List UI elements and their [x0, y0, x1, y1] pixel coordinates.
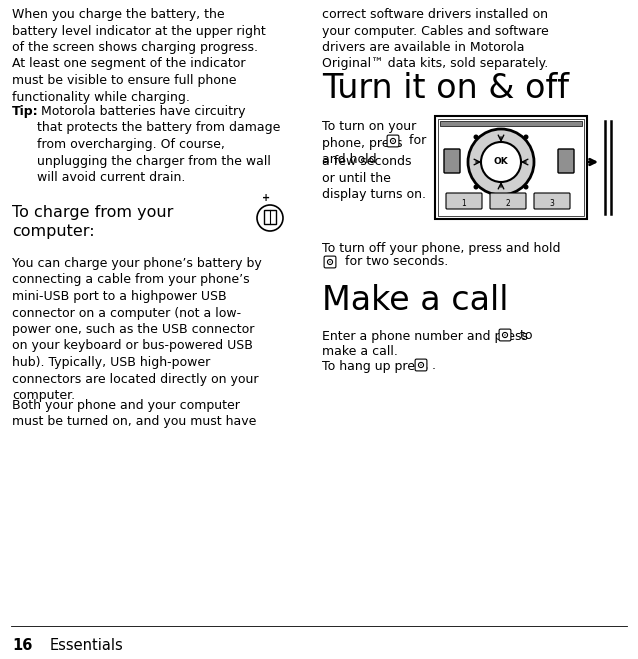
Text: Tip:: Tip: — [12, 105, 39, 118]
Text: OK: OK — [494, 158, 508, 167]
Text: To hang up press: To hang up press — [322, 360, 428, 373]
Text: for two seconds.: for two seconds. — [341, 255, 449, 268]
FancyBboxPatch shape — [558, 149, 574, 173]
Circle shape — [329, 262, 330, 263]
Text: When you charge the battery, the
battery level indicator at the upper right
of t: When you charge the battery, the battery… — [12, 8, 266, 103]
Text: Turn it on & off: Turn it on & off — [322, 72, 569, 105]
Text: Motorola batteries have circuitry
that protects the battery from damage
from ove: Motorola batteries have circuitry that p… — [37, 105, 280, 184]
Circle shape — [524, 134, 528, 140]
Text: 1: 1 — [462, 198, 466, 208]
Bar — [435, 116, 587, 219]
Circle shape — [473, 185, 478, 190]
Bar — [438, 119, 584, 216]
Text: 16: 16 — [12, 638, 33, 653]
Text: make a call.: make a call. — [322, 345, 398, 358]
FancyBboxPatch shape — [534, 193, 570, 209]
FancyBboxPatch shape — [415, 359, 427, 371]
Text: to: to — [516, 329, 533, 342]
Circle shape — [468, 129, 534, 195]
FancyBboxPatch shape — [446, 193, 482, 209]
Text: Make a call: Make a call — [322, 284, 508, 317]
FancyBboxPatch shape — [444, 149, 460, 173]
Text: +: + — [262, 193, 270, 203]
Circle shape — [505, 334, 506, 335]
Text: You can charge your phone’s battery by
connecting a cable from your phone’s
mini: You can charge your phone’s battery by c… — [12, 257, 262, 402]
FancyBboxPatch shape — [324, 256, 336, 268]
Text: 3: 3 — [549, 198, 554, 208]
Text: correct software drivers installed on
your computer. Cables and software
drivers: correct software drivers installed on yo… — [322, 8, 549, 71]
Bar — [440, 121, 582, 126]
Text: Both your phone and your computer
must be turned on, and you must have: Both your phone and your computer must b… — [12, 399, 256, 428]
Text: To turn off your phone, press and hold: To turn off your phone, press and hold — [322, 242, 561, 255]
Text: Enter a phone number and press: Enter a phone number and press — [322, 330, 528, 343]
Text: To charge from your
computer:: To charge from your computer: — [12, 205, 174, 239]
Circle shape — [420, 364, 422, 366]
Circle shape — [481, 142, 521, 182]
FancyBboxPatch shape — [490, 193, 526, 209]
Text: a few seconds
or until the
display turns on.: a few seconds or until the display turns… — [322, 155, 426, 201]
Circle shape — [524, 185, 528, 190]
Text: 2: 2 — [506, 198, 510, 208]
Text: .: . — [432, 359, 436, 372]
FancyBboxPatch shape — [264, 210, 276, 224]
Circle shape — [473, 134, 478, 140]
Text: To turn on your
phone, press
and hold: To turn on your phone, press and hold — [322, 120, 416, 166]
Circle shape — [392, 140, 394, 142]
FancyBboxPatch shape — [499, 329, 511, 341]
Text: Essentials: Essentials — [50, 638, 124, 653]
FancyBboxPatch shape — [387, 135, 399, 147]
Text: for: for — [405, 134, 426, 147]
